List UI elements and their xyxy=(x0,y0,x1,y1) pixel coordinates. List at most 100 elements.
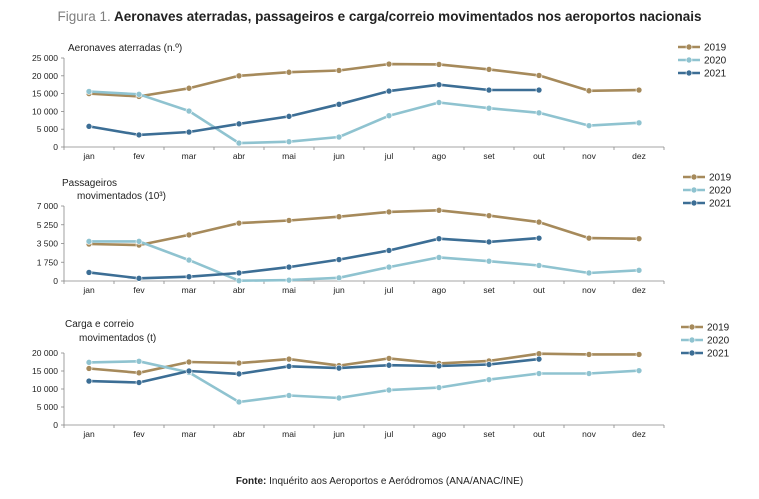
chart-2-legend-marker-2020 xyxy=(690,186,698,194)
chart-2-series-2020-point xyxy=(585,269,593,277)
chart-3-x-tick-label: abr xyxy=(233,429,245,439)
chart-1-series-2019-point xyxy=(335,67,343,74)
chart-1-series-2021-point xyxy=(135,131,143,139)
chart-2-series-2021-point xyxy=(485,238,493,246)
chart-1-series-2019-point xyxy=(285,68,293,76)
chart-1-series-2020-point xyxy=(385,112,393,119)
chart-2-series-2019-point xyxy=(585,234,593,242)
chart-3-x-tick-label: mar xyxy=(182,429,197,439)
chart-1-x-tick-label: jun xyxy=(332,151,345,161)
chart-3-series-2019-point xyxy=(585,351,593,358)
figure-title-text: Aeronaves aterradas, passageiros e carga… xyxy=(110,9,702,24)
chart-2-series-2020-point xyxy=(335,274,343,282)
chart-3-series-2021-point xyxy=(535,355,543,363)
chart-2-title-line-2: movimentados (10³) xyxy=(77,191,166,202)
chart-3-series-2021-point xyxy=(135,379,143,386)
chart-3-series-2020-point xyxy=(335,394,343,402)
chart-1-series-2020-point xyxy=(535,109,543,117)
chart-2-series-2019-point xyxy=(235,219,243,227)
chart-2-series-2020-point xyxy=(285,276,293,284)
chart-1-series-2020-point xyxy=(335,133,343,141)
chart-1-title-line-1: Aeronaves aterradas (n.º) xyxy=(68,43,182,54)
chart-2-series-2021-point xyxy=(135,275,143,282)
chart-1-series-2020-line xyxy=(88,90,640,145)
chart-3-y-tick-label: 15 000 xyxy=(32,366,58,376)
chart-3-legend-marker-2021 xyxy=(688,349,696,357)
chart-1-series-2019-point xyxy=(435,61,443,68)
chart-2-series-2021-point xyxy=(285,263,293,271)
chart-1-series-2020-point xyxy=(635,119,643,127)
chart-1-y-tick-label: 25 000 xyxy=(32,53,58,63)
chart-3-series-2019-point xyxy=(635,351,643,358)
chart-2-legend-label-2019: 2019 xyxy=(709,173,732,184)
chart-3-title-line-2: movimentados (t) xyxy=(79,333,156,344)
chart-2-series-2020-point xyxy=(85,238,93,245)
chart-2-legend-label-2021: 2021 xyxy=(709,199,732,210)
source-label: Fonte: xyxy=(235,476,267,487)
chart-3-legend-label-2019: 2019 xyxy=(707,323,730,334)
chart-2-series-2019-point xyxy=(185,231,193,239)
chart-2-series-2019-point xyxy=(635,235,643,242)
chart-3-series-2021-point xyxy=(385,361,393,369)
chart-3-x-tick-label: out xyxy=(533,429,545,439)
chart-1-series-2019-point xyxy=(635,86,643,94)
chart-3-title-line-1: Carga e correio xyxy=(65,319,134,330)
chart-2-series-2019-point xyxy=(335,213,343,221)
chart-2-x-tick-label: nov xyxy=(582,285,596,295)
chart-2-series-2021-point xyxy=(85,269,93,276)
chart-2-x-tick-label: dez xyxy=(632,285,646,295)
chart-3-series-2019-line xyxy=(88,352,639,375)
chart-2-series-2019-point xyxy=(485,212,493,219)
chart-3-x-tick-label: fev xyxy=(133,429,145,439)
chart-1-x-tick-label: jul xyxy=(384,151,394,161)
chart-1-series-2020-point xyxy=(285,138,293,145)
chart-1-x-tick-label: nov xyxy=(582,151,596,161)
source-text: Inquérito aos Aeroportos e Aeródromos (A… xyxy=(266,476,524,487)
chart-1-series-2020-point xyxy=(85,88,93,95)
chart-3-x-tick-label: jun xyxy=(332,429,345,439)
chart-1-y-tick-label: 5 000 xyxy=(37,124,59,134)
chart-1-series-2019-point xyxy=(235,72,243,80)
chart-1-x-tick-label: dez xyxy=(632,151,646,161)
chart-3-series-2021-point xyxy=(435,362,443,370)
chart-2-series-2019-point xyxy=(385,208,393,216)
chart-2-x-tick-label: mar xyxy=(182,285,197,295)
chart-3-series-2021-point xyxy=(85,377,93,385)
chart-1-series-2021-point xyxy=(435,81,443,88)
chart-3-series-2020-point xyxy=(135,357,143,365)
chart-1-series-2020-point xyxy=(135,91,143,98)
chart-3-series-2020-point xyxy=(385,386,393,394)
chart-2-x-tick-label: mai xyxy=(282,285,296,295)
chart-2-x-tick-label: jun xyxy=(332,285,345,295)
chart-3-series-2020-line xyxy=(88,359,640,404)
chart-3-series-2021-point xyxy=(485,361,493,368)
chart-1-series-2019-point xyxy=(535,72,543,79)
figure-source: Fonte: Inquérito aos Aeroportos e Aeródr… xyxy=(0,476,759,487)
chart-3-x-tick-label: mai xyxy=(282,429,296,439)
chart-3-x-tick-label: jul xyxy=(384,429,394,439)
chart-1-series-2020-point xyxy=(585,122,593,129)
chart-2-series-2021-point xyxy=(435,235,443,242)
chart-1-series-2021-point xyxy=(535,86,543,94)
chart-2-series-2021-point xyxy=(385,247,393,254)
chart-1-series-2020-point xyxy=(435,99,443,106)
chart-2-series-2021-point xyxy=(235,269,243,277)
chart-1-series-2019-point xyxy=(385,60,393,68)
chart-1-series-2021-point xyxy=(85,123,93,130)
chart-3-series-2020-point xyxy=(485,376,493,383)
chart-1-legend-label-2019: 2019 xyxy=(704,43,727,54)
chart-2-x-tick-label: fev xyxy=(133,285,145,295)
chart-2-series-2021-point xyxy=(185,273,193,281)
chart-3-x-tick-label: nov xyxy=(582,429,596,439)
chart-3-series-2019-point xyxy=(135,369,143,377)
chart-1-x-tick-label: fev xyxy=(133,151,145,161)
chart-1-y-tick-label: 15 000 xyxy=(32,89,58,99)
chart-2-series-2021-point xyxy=(335,256,343,263)
chart-1-series-2021-point xyxy=(335,100,343,108)
chart-1-x-tick-label: mai xyxy=(282,151,296,161)
chart-1-series-2019-point xyxy=(185,84,193,92)
chart-1-y-tick-label: 10 000 xyxy=(32,106,58,116)
chart-1-x-tick-label: mar xyxy=(182,151,197,161)
chart-3-series-2021-line xyxy=(88,357,540,384)
chart-3-x-tick-label: dez xyxy=(632,429,646,439)
